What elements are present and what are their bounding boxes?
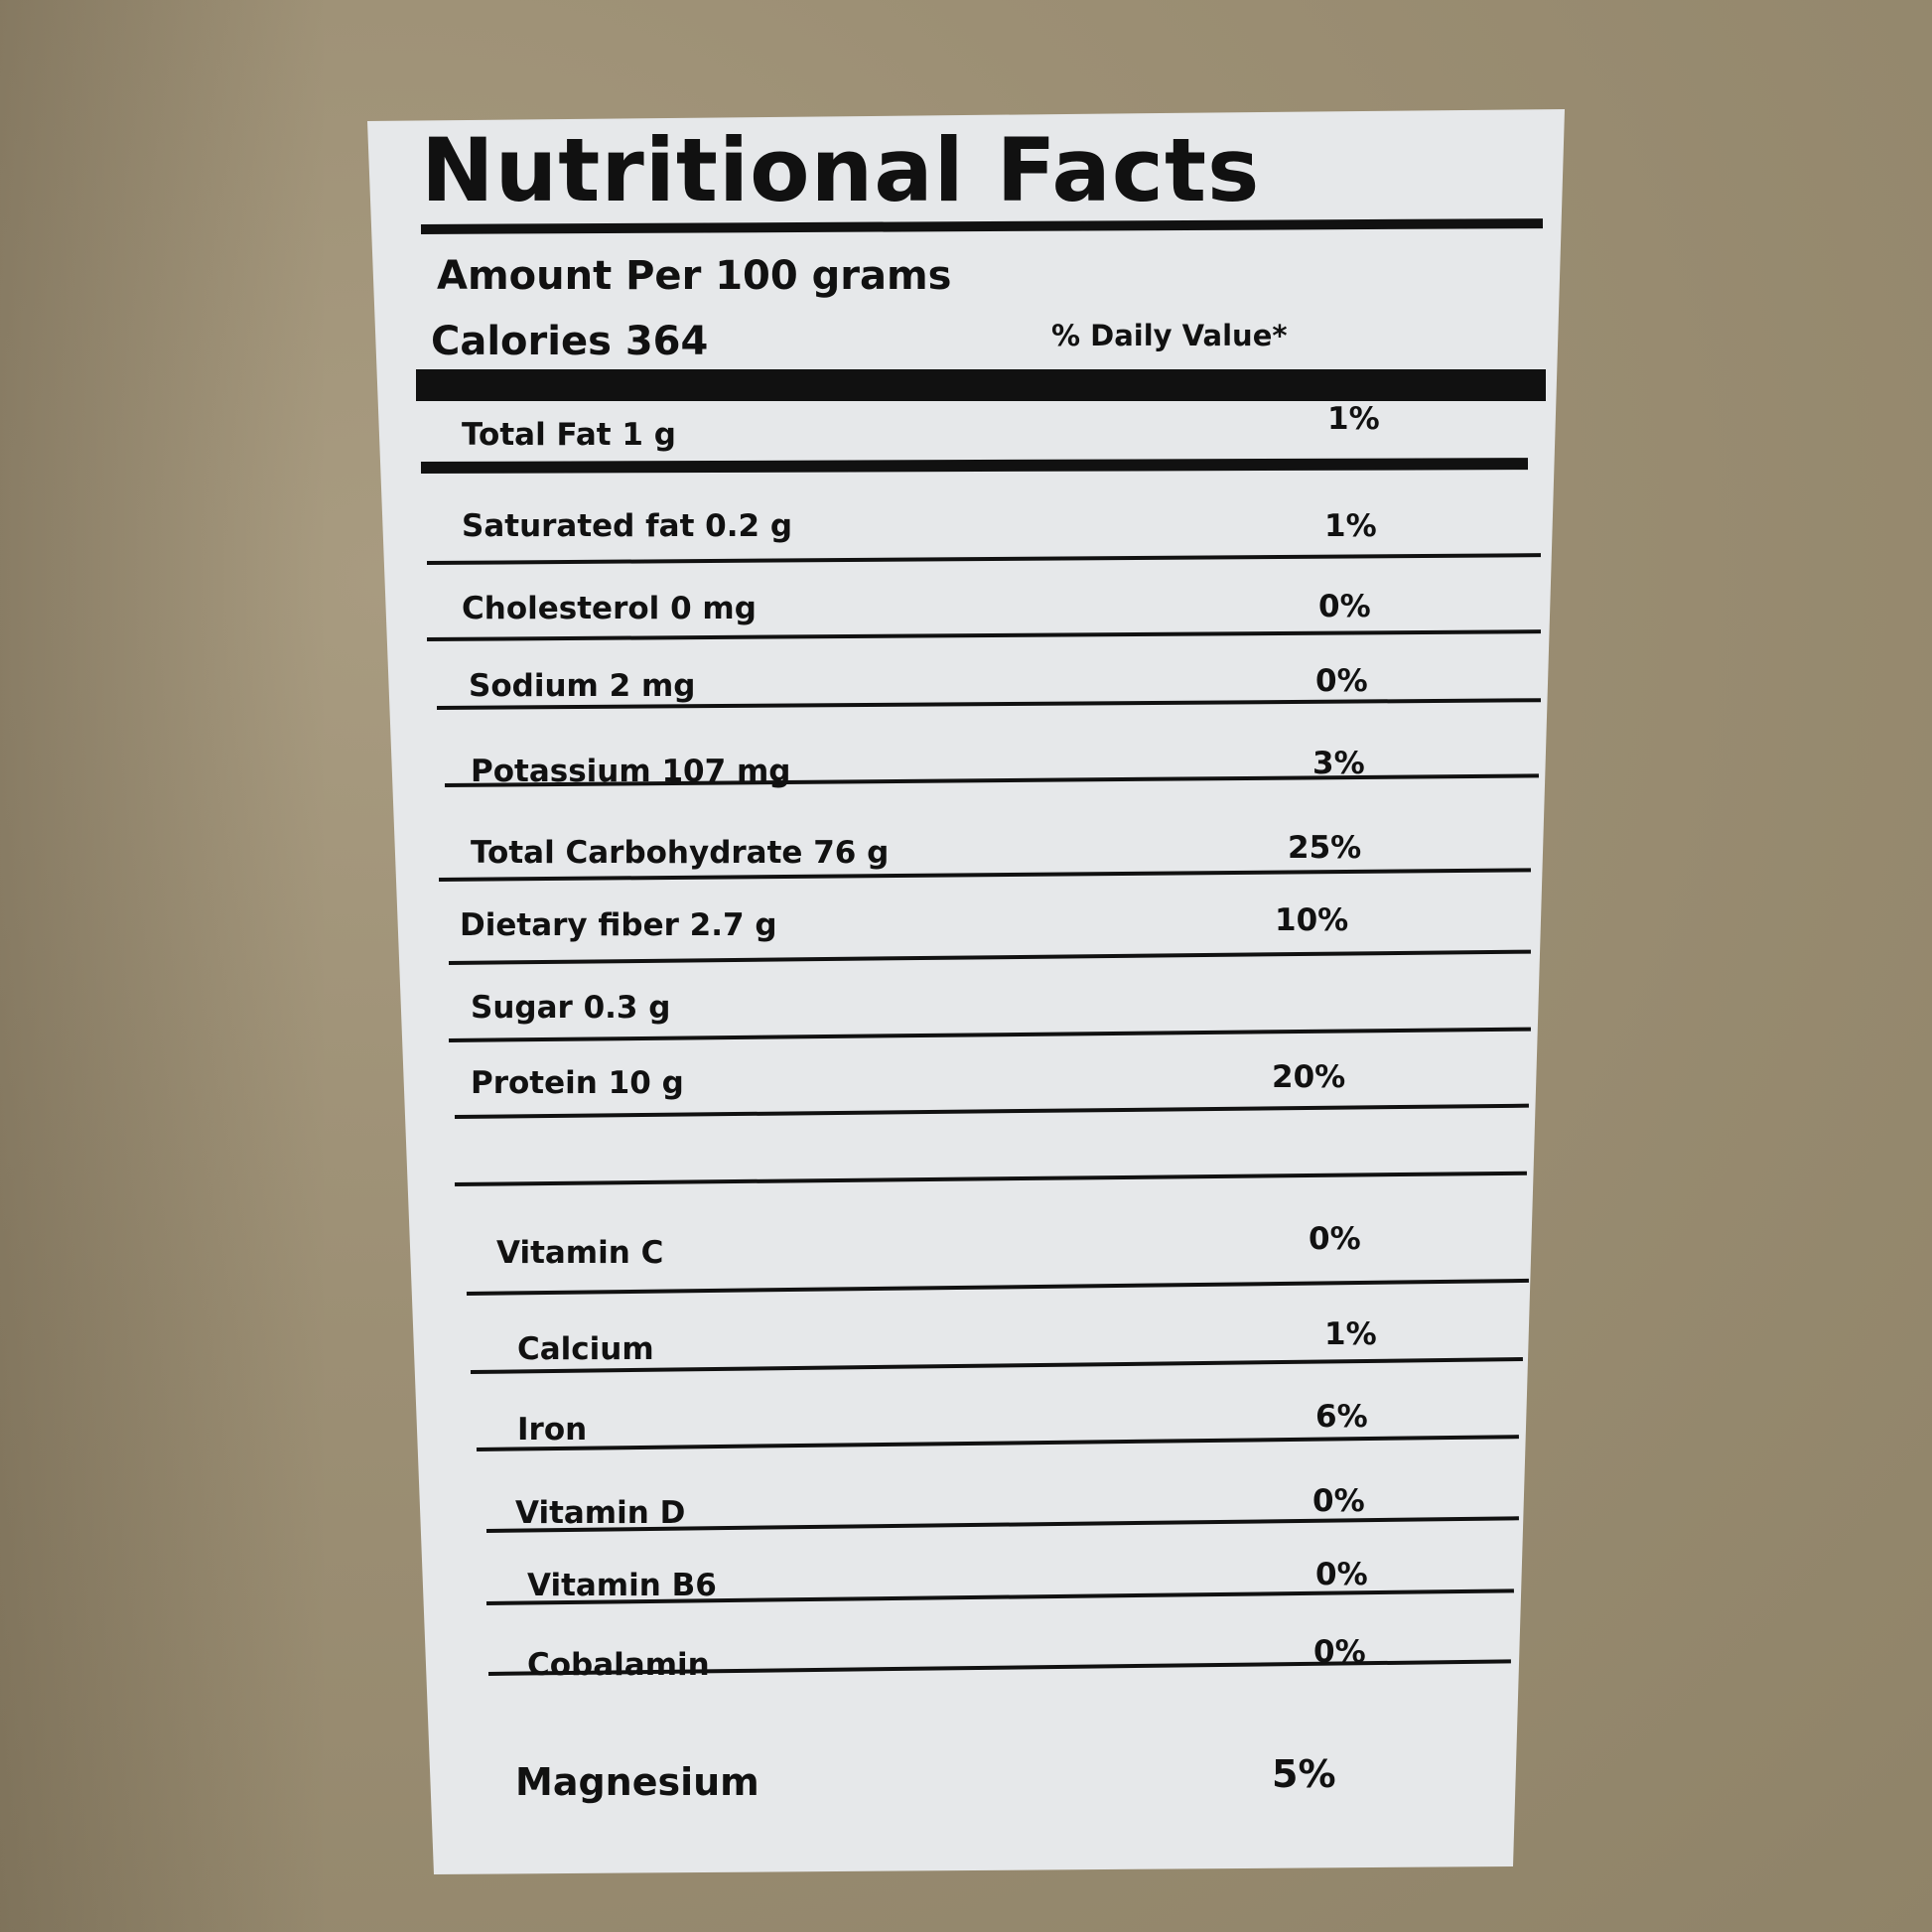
nutrient-name: Vitamin D	[515, 1494, 686, 1531]
nutrient-daily-value: 0%	[1315, 662, 1368, 699]
nutrient-name: Total Fat 1 g	[462, 416, 676, 453]
nutrient-daily-value: 25%	[1288, 829, 1362, 866]
nutrient-name: Iron	[517, 1411, 588, 1448]
nutrient-daily-value: 0%	[1312, 1482, 1365, 1519]
nutrient-daily-value: 6%	[1315, 1398, 1368, 1435]
background-shadow	[0, 0, 328, 1932]
nutrient-name: Cobalamin	[527, 1646, 710, 1683]
nutrient-name: Vitamin C	[496, 1234, 664, 1271]
nutrient-name: Cholesterol 0 mg	[462, 590, 757, 626]
nutrient-name: Potassium 107 mg	[471, 753, 791, 789]
nutrient-name: Saturated fat 0.2 g	[462, 507, 793, 544]
calories-bar	[416, 369, 1546, 401]
nutrient-name: Magnesium	[515, 1760, 759, 1804]
nutrient-daily-value: 1%	[1327, 400, 1380, 437]
nutrient-name: Calcium	[517, 1330, 654, 1367]
nutrient-daily-value: 10%	[1275, 901, 1349, 938]
daily-value-header: % Daily Value*	[1051, 319, 1288, 352]
nutrient-daily-value: 0%	[1313, 1633, 1366, 1670]
nutrient-name: Protein 10 g	[471, 1064, 684, 1101]
nutrient-name: Sodium 2 mg	[469, 667, 696, 704]
nutrient-daily-value: 0%	[1315, 1556, 1368, 1592]
nutrient-daily-value: 1%	[1324, 507, 1377, 544]
nutrient-daily-value: 3%	[1312, 745, 1365, 781]
calories: Calories 364	[431, 319, 709, 364]
nutrient-daily-value: 5%	[1272, 1752, 1336, 1796]
nutrient-daily-value: 1%	[1324, 1315, 1377, 1352]
nutrient-daily-value: 20%	[1272, 1058, 1346, 1095]
nutrient-name: Sugar 0.3 g	[471, 989, 671, 1026]
nutrient-name: Dietary fiber 2.7 g	[460, 906, 777, 943]
nutrient-daily-value: 0%	[1318, 588, 1371, 624]
nutrient-name: Vitamin B6	[527, 1567, 717, 1603]
label-title: Nutritional Facts	[421, 119, 1261, 221]
nutrient-name: Total Carbohydrate 76 g	[471, 834, 890, 871]
nutrient-daily-value: 0%	[1309, 1220, 1361, 1257]
serving-size: Amount Per 100 grams	[437, 253, 952, 299]
